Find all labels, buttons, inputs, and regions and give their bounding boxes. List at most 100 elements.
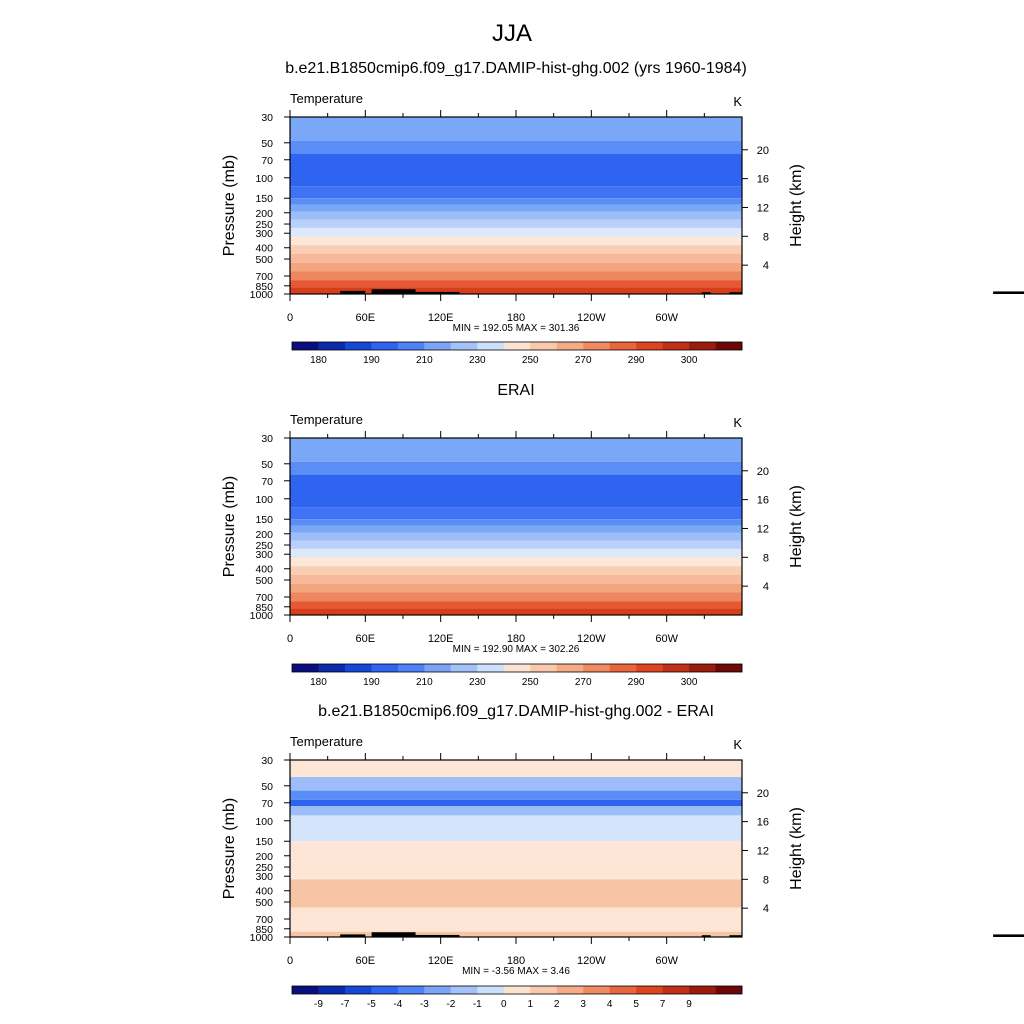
contour-band xyxy=(290,532,742,541)
lon-tick-label: 180 xyxy=(507,633,525,645)
topography-block xyxy=(993,934,1024,937)
contour-band xyxy=(290,907,742,932)
lon-tick-label: 120W xyxy=(577,312,606,324)
height-tick-label: 16 xyxy=(757,495,769,507)
pressure-tick-label: 100 xyxy=(255,494,273,506)
contour-band xyxy=(290,601,742,609)
lon-tick-label: 180 xyxy=(507,312,525,324)
pressure-tick-label: 70 xyxy=(261,476,273,488)
contour-band xyxy=(290,583,742,593)
contour-band xyxy=(290,287,742,294)
colorbar-label: 290 xyxy=(628,355,645,366)
contour-band xyxy=(290,841,742,880)
colorbar-swatch xyxy=(450,342,478,350)
lon-tick-label: 60W xyxy=(655,633,678,645)
lon-tick-label: 60W xyxy=(655,312,678,324)
panel-title: b.e21.B1850cmip6.f09_g17.DAMIP-hist-ghg.… xyxy=(285,60,747,77)
variable-label: Temperature xyxy=(290,91,363,106)
colorbar-label: -1 xyxy=(473,999,482,1010)
colorbar-swatch xyxy=(397,342,425,350)
pressure-tick-label: 150 xyxy=(255,836,273,848)
colorbar-label: -3 xyxy=(420,999,429,1010)
colorbar-swatch xyxy=(662,664,690,672)
colorbar-swatch xyxy=(424,342,452,350)
colorbar-label: 230 xyxy=(469,355,486,366)
contour-band xyxy=(290,608,742,615)
colorbar-swatch xyxy=(662,342,690,350)
height-tick-label: 4 xyxy=(763,260,769,272)
contour-band xyxy=(290,271,742,281)
pressure-tick-label: 100 xyxy=(255,173,273,185)
colorbar-swatch xyxy=(450,986,478,994)
colorbar-label: 180 xyxy=(310,677,327,688)
colorbar-swatch xyxy=(424,986,452,994)
lon-tick-label: 0 xyxy=(287,312,293,324)
height-tick-label: 12 xyxy=(757,845,769,857)
colorbar-swatch xyxy=(636,664,663,672)
pressure-tick-label: 30 xyxy=(261,112,273,124)
lon-tick-label: 60E xyxy=(356,633,376,645)
colorbar-label: 210 xyxy=(416,677,433,688)
lon-tick-label: 60E xyxy=(356,955,376,967)
colorbar-label: 270 xyxy=(575,355,592,366)
pressure-tick-label: 70 xyxy=(261,798,273,810)
contour-band xyxy=(290,799,742,807)
contour-band xyxy=(290,262,742,272)
pressure-tick-label: 1000 xyxy=(250,932,274,944)
height-tick-label: 16 xyxy=(757,817,769,829)
pressure-tick-label: 400 xyxy=(255,243,273,255)
contour-band xyxy=(290,548,742,558)
contour-band xyxy=(290,566,742,575)
contour-band xyxy=(290,245,742,254)
colorbar-swatch xyxy=(689,664,716,672)
pressure-tick-label: 200 xyxy=(255,529,273,541)
height-tick-label: 4 xyxy=(763,903,769,915)
contour-band xyxy=(290,525,742,533)
panel-title: ERAI xyxy=(497,382,534,399)
colorbar-swatch xyxy=(636,342,663,350)
colorbar-label: 1 xyxy=(527,999,533,1010)
colorbar-swatch xyxy=(477,986,505,994)
colorbar-swatch xyxy=(530,664,558,672)
contour-band xyxy=(290,574,742,584)
colorbar-swatch xyxy=(583,342,610,350)
pressure-tick-label: 700 xyxy=(255,592,273,604)
contour-band xyxy=(290,236,742,246)
contour-band xyxy=(290,815,742,842)
y-axis-title-right: Height (km) xyxy=(788,807,805,890)
topography-block xyxy=(729,292,742,294)
height-tick-label: 20 xyxy=(757,145,769,157)
colorbar-frame xyxy=(291,985,743,995)
height-tick-label: 8 xyxy=(763,231,769,243)
colorbar-swatch xyxy=(530,342,558,350)
colorbar-swatch xyxy=(371,986,399,994)
lon-tick-label: 120E xyxy=(428,312,454,324)
colorbar-label: 250 xyxy=(522,677,539,688)
colorbar-swatch xyxy=(344,342,372,350)
colorbar-swatch xyxy=(689,342,716,350)
colorbar-swatch xyxy=(609,664,637,672)
contour-band xyxy=(290,519,742,526)
pressure-tick-label: 70 xyxy=(261,155,273,167)
colorbar-swatch xyxy=(636,986,663,994)
colorbar-label: 190 xyxy=(363,355,380,366)
contour-band xyxy=(290,806,742,816)
height-tick-label: 4 xyxy=(763,581,769,593)
panel-title: b.e21.B1850cmip6.f09_g17.DAMIP-hist-ghg.… xyxy=(318,703,714,720)
colorbar-swatch xyxy=(371,342,399,350)
colorbar-label: 190 xyxy=(363,677,380,688)
colorbar-label: 180 xyxy=(310,355,327,366)
lon-tick-label: 0 xyxy=(287,633,293,645)
variable-label: Temperature xyxy=(290,734,363,749)
colorbar-swatch xyxy=(450,664,478,672)
contour-band xyxy=(290,204,742,212)
lon-tick-label: 60E xyxy=(356,312,376,324)
contour-band xyxy=(290,211,742,220)
pressure-tick-label: 300 xyxy=(255,871,273,883)
lon-tick-label: 120W xyxy=(577,955,606,967)
pressure-tick-label: 400 xyxy=(255,886,273,898)
height-tick-label: 12 xyxy=(757,202,769,214)
topography-block xyxy=(701,935,711,937)
contour-band xyxy=(290,227,742,237)
